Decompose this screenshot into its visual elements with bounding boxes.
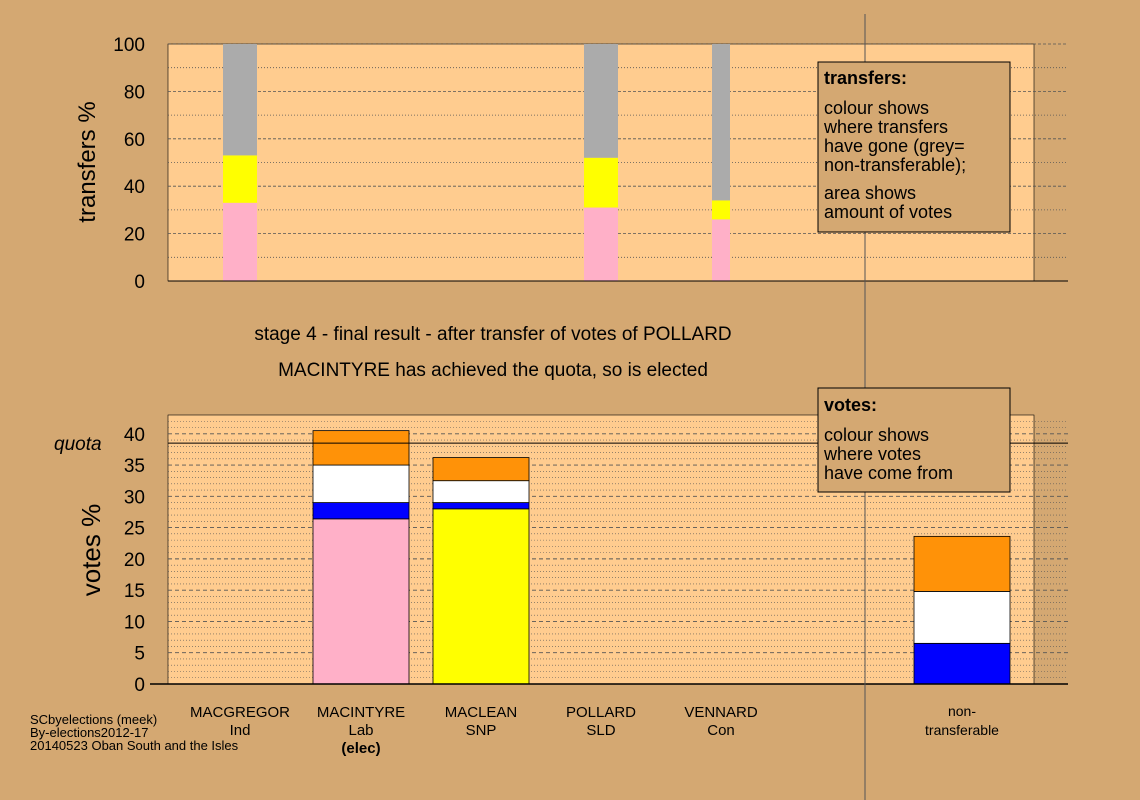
- candidate-elected-note: (elec): [341, 740, 380, 757]
- y-tick-label: 0: [134, 675, 145, 696]
- vote-bar-segment: [913, 535, 1011, 592]
- transfers-legend-line: where transfers: [823, 117, 948, 137]
- votes-y-ticks: 0 5 10 15 20 25 30 35 40: [124, 425, 145, 696]
- vote-bar-segment: [913, 642, 1011, 685]
- transfers-legend-line: have gone (grey=: [824, 136, 965, 156]
- votes-legend-line: have come from: [824, 463, 953, 483]
- transfer-bar-segment: [712, 200, 730, 220]
- votes-y-axis-label: votes %: [76, 504, 106, 597]
- vote-bar-segment: [312, 518, 410, 685]
- nontransferable-label: transferable: [925, 722, 999, 738]
- transfer-bar-segment: [223, 155, 257, 203]
- transfers-legend-title: transfers:: [824, 68, 907, 88]
- votes-legend-title: votes:: [824, 395, 877, 415]
- candidate-name: POLLARD: [566, 704, 636, 721]
- y-tick-label: 20: [124, 225, 145, 246]
- transfers-bars: [223, 44, 730, 281]
- vote-bar-segment: [432, 508, 530, 685]
- transfer-bar-segment: [584, 44, 618, 158]
- y-tick-label: 40: [124, 177, 145, 198]
- candidate-name: VENNARD: [684, 704, 758, 721]
- stage-title: stage 4 - final result - after transfer …: [254, 324, 731, 345]
- vote-bar-segment: [312, 464, 410, 503]
- transfer-bar-segment: [223, 44, 257, 156]
- transfers-y-axis-label: transfers %: [74, 101, 101, 222]
- transfers-legend-box: [817, 61, 1011, 233]
- transfers-legend-line: area shows: [824, 183, 916, 203]
- candidate-party: SNP: [466, 722, 497, 739]
- footer-line: SCbyelections (meek): [30, 712, 157, 727]
- y-tick-label: 35: [124, 456, 145, 477]
- transfer-bar-segment: [584, 207, 618, 281]
- y-tick-label: 25: [124, 519, 145, 540]
- vote-bar-segment: [432, 480, 530, 503]
- votes-legend-box: [817, 387, 1011, 493]
- y-tick-label: 20: [124, 550, 145, 571]
- votes-bars: [312, 430, 1011, 685]
- y-tick-label: 15: [124, 581, 145, 602]
- vote-bar-segment: [312, 502, 410, 520]
- candidate-name: MACINTYRE: [317, 704, 405, 721]
- transfer-bar-segment: [584, 157, 618, 208]
- candidate-party: Lab: [348, 722, 373, 739]
- candidate-name: MACGREGOR: [190, 704, 290, 721]
- y-tick-label: 0: [134, 272, 145, 293]
- y-tick-label: 40: [124, 425, 145, 446]
- y-tick-label: 80: [124, 82, 145, 103]
- transfer-bar-segment: [712, 44, 730, 201]
- votes-legend-line: colour shows: [824, 425, 929, 445]
- transfers-legend-line: non-transferable);: [824, 155, 966, 175]
- vote-bar-segment: [312, 430, 410, 466]
- transfer-bar-segment: [223, 202, 257, 281]
- y-tick-label: 100: [113, 35, 145, 56]
- votes-legend-line: where votes: [823, 444, 921, 464]
- footer-line: 20140523 Oban South and the Isles: [30, 738, 239, 753]
- candidate-party: SLD: [586, 722, 615, 739]
- transfers-legend-line: colour shows: [824, 98, 929, 118]
- quota-label: quota: [54, 434, 102, 455]
- footer-line: By-elections2012-17: [30, 725, 149, 740]
- candidate-name: MACLEAN: [445, 704, 518, 721]
- transfers-legend-line: amount of votes: [824, 202, 952, 222]
- transfer-bar-segment: [712, 219, 730, 281]
- transfers-y-ticks: 0 20 40 60 80 100: [113, 35, 145, 293]
- y-tick-label: 10: [124, 612, 145, 633]
- nontransferable-label: non-: [948, 703, 976, 719]
- vote-bar-segment: [913, 591, 1011, 644]
- y-tick-label: 30: [124, 487, 145, 508]
- y-tick-label: 5: [134, 644, 145, 665]
- candidate-party: Ind: [230, 722, 251, 739]
- candidate-party: Con: [707, 722, 735, 739]
- vote-bar-segment: [432, 457, 530, 482]
- stage-result: MACINTYRE has achieved the quota, so is …: [278, 360, 708, 381]
- y-tick-label: 60: [124, 130, 145, 151]
- vote-bar-segment: [432, 502, 530, 510]
